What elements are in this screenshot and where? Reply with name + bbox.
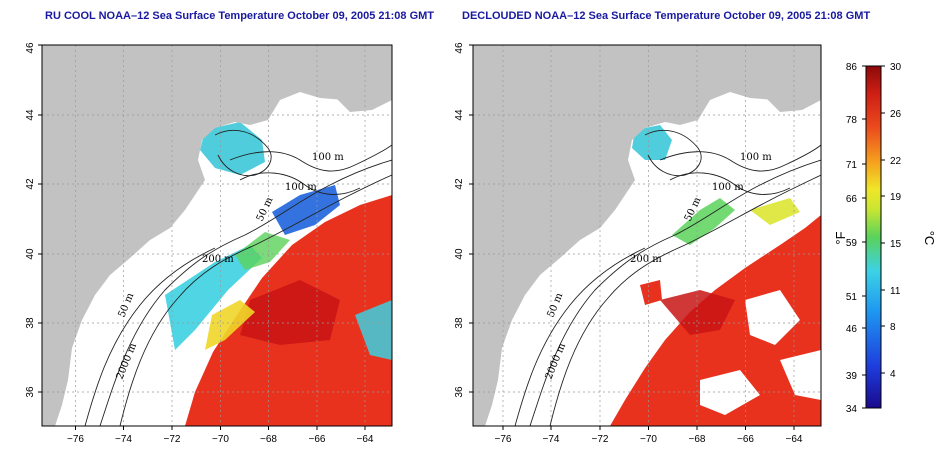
right-y-tick-40: 40 — [454, 248, 465, 260]
left-x-tick-66: −66 — [309, 434, 326, 445]
left-hot-water-core — [240, 280, 340, 345]
right-graticule — [473, 45, 821, 426]
right-panel-title: DECLOUDED NOAA–12 Sea Surface Temperatur… — [462, 10, 871, 22]
left-y-tick-46: 46 — [25, 42, 36, 54]
right-gulf-of-maine-cool — [632, 125, 672, 160]
left-graticule — [42, 45, 392, 426]
left-yellow-band — [205, 300, 255, 350]
right-y-axis: 36 38 40 42 44 46 — [454, 42, 473, 398]
colorbar-f-tick-39: 39 — [846, 371, 858, 382]
right-land-mass — [473, 45, 821, 426]
colorbar-f-tick-46: 46 — [846, 324, 858, 335]
left-y-tick-42: 42 — [25, 178, 36, 190]
left-bathymetry-contours — [84, 129, 392, 426]
colorbar-f-tick-66: 66 — [846, 194, 858, 205]
colorbar-fahrenheit-unit: °F — [833, 231, 848, 244]
right-hot-water-core — [660, 290, 735, 335]
left-georges-cool — [272, 185, 340, 235]
right-y-tick-44: 44 — [454, 109, 465, 121]
right-cloud-gap-3 — [780, 350, 821, 400]
right-x-tick-68: −68 — [689, 434, 706, 445]
left-mid-temp-patches — [165, 245, 262, 350]
left-contour-label-200m: 200 m — [202, 254, 234, 265]
left-x-tick-76: −76 — [67, 434, 84, 445]
right-contour-label-100m-b: 100 m — [712, 182, 744, 193]
left-gulf-of-maine-cool — [200, 122, 265, 175]
colorbar-gradient — [865, 65, 882, 409]
colorbar-c-tick-26: 26 — [890, 109, 902, 120]
colorbar-f-tick-59: 59 — [846, 238, 858, 249]
right-shelf-green — [672, 198, 735, 245]
right-nova-scotia-tip — [760, 70, 821, 112]
colorbar-c-tick-8: 8 — [890, 322, 896, 333]
right-warm-patch-small — [640, 280, 662, 305]
colorbar-celsius-unit: °C — [922, 231, 937, 246]
right-x-axis: −76 −74 −72 −70 −68 −66 −64 — [495, 426, 803, 445]
right-map-panel: 100 m 100 m 50 m 200 m 50 m 2000 m — [472, 44, 822, 427]
left-x-tick-70: −70 — [212, 434, 229, 445]
right-y-tick-36: 36 — [454, 386, 465, 398]
colorbar-f-tick-86: 86 — [846, 62, 858, 73]
right-x-tick-72: −72 — [592, 434, 609, 445]
right-y-tick-42: 42 — [454, 178, 465, 190]
right-x-tick-76: −76 — [495, 434, 512, 445]
colorbar-c-tick-4: 4 — [890, 369, 896, 380]
left-nova-scotia-tip — [330, 70, 392, 112]
colorbar-f-tick-34: 34 — [846, 404, 858, 415]
colorbar-c-tick-11: 11 — [890, 286, 901, 297]
colorbar-c-tick-22: 22 — [890, 156, 902, 167]
right-x-tick-66: −66 — [737, 434, 754, 445]
left-y-tick-44: 44 — [25, 109, 36, 121]
right-x-tick-64: −64 — [786, 434, 803, 445]
left-land-mass — [42, 45, 392, 426]
right-cloud-gap-1 — [745, 290, 800, 345]
left-y-axis: 36 38 40 42 44 46 — [25, 42, 42, 398]
left-panel-title: RU COOL NOAA–12 Sea Surface Temperature … — [45, 10, 435, 22]
left-x-tick-72: −72 — [164, 434, 181, 445]
left-y-tick-38: 38 — [25, 317, 36, 329]
right-cloud-gap-2 — [700, 370, 760, 415]
left-map-panel: 100 m 100 m 50 m 200 m 50 m 2000 m — [41, 44, 393, 427]
colorbar-f-tick-51: 51 — [846, 292, 858, 303]
right-x-tick-74: −74 — [543, 434, 560, 445]
right-contour-label-200m: 200 m — [630, 254, 662, 265]
left-x-tick-64: −64 — [357, 434, 374, 445]
colorbar-c-tick-15: 15 — [890, 239, 902, 250]
right-y-tick-46: 46 — [454, 42, 465, 54]
left-y-tick-40: 40 — [25, 248, 36, 260]
left-map-frame — [41, 44, 393, 427]
left-x-tick-74: −74 — [115, 434, 132, 445]
left-shelf-green — [235, 232, 290, 270]
left-y-tick-36: 36 — [25, 386, 36, 398]
left-x-tick-68: −68 — [260, 434, 277, 445]
left-x-axis: −76 −74 −72 −70 −68 −66 −64 — [67, 426, 374, 445]
colorbar: 86 78 71 66 59 51 46 39 34 30 26 22 19 1… — [833, 62, 937, 415]
left-contour-label-100m-b: 100 m — [285, 182, 317, 193]
colorbar-f-tick-78: 78 — [846, 115, 858, 126]
left-mid-temp-patches-2 — [355, 300, 392, 360]
colorbar-c-tick-30: 30 — [890, 62, 902, 73]
colorbar-c-tick-19: 19 — [890, 192, 902, 203]
right-x-tick-70: −70 — [640, 434, 657, 445]
left-contour-label-100m-a: 100 m — [312, 152, 344, 163]
right-yellow-band — [750, 198, 800, 225]
right-bathymetry-contours — [514, 129, 821, 426]
colorbar-f-tick-71: 71 — [846, 160, 858, 171]
right-map-frame — [472, 44, 822, 427]
right-y-tick-38: 38 — [454, 317, 465, 329]
right-contour-label-100m-a: 100 m — [740, 152, 772, 163]
